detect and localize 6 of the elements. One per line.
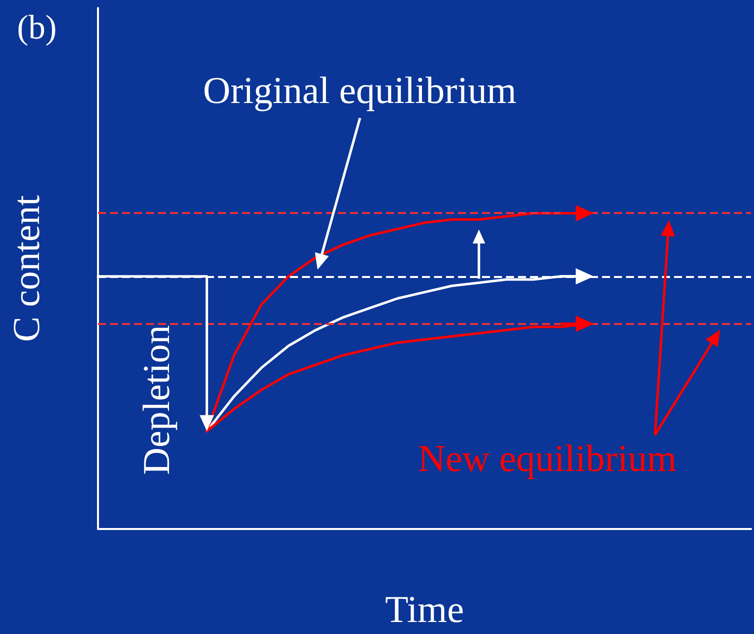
annotation: Depletion [136,325,178,475]
text: Original equilibrium [203,70,516,112]
y-axis-title: C content [6,194,48,342]
chart-title: (b) [17,10,57,46]
x-axis-title: Time [385,589,464,631]
annotation: New equilibrium [418,438,677,480]
